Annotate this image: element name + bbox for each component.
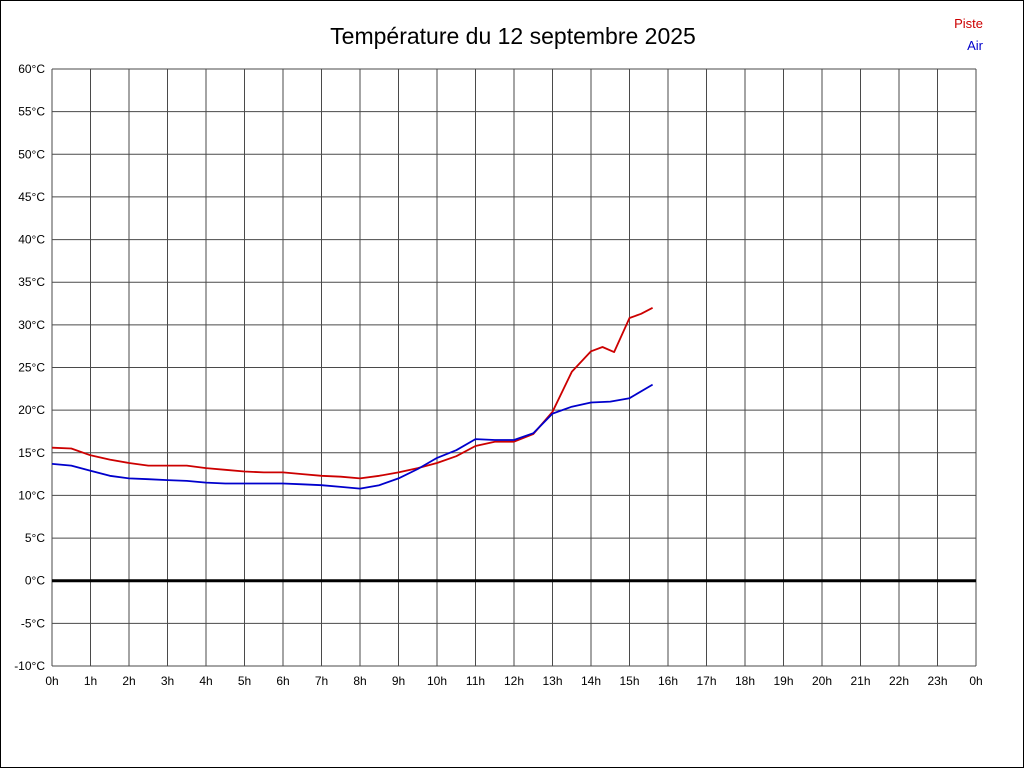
x-tick-label: 15h (619, 674, 639, 688)
x-tick-label: 19h (773, 674, 793, 688)
x-tick-label: 0h (45, 674, 58, 688)
x-tick-label: 13h (542, 674, 562, 688)
x-tick-label: 5h (238, 674, 251, 688)
y-tick-label: 55°C (18, 105, 45, 119)
x-tick-label: 3h (161, 674, 174, 688)
y-tick-label: 60°C (18, 62, 45, 76)
x-tick-label: 0h (969, 674, 982, 688)
x-tick-label: 6h (276, 674, 289, 688)
x-tick-label: 21h (850, 674, 870, 688)
y-tick-label: 35°C (18, 275, 45, 289)
y-tick-label: 20°C (18, 403, 45, 417)
x-tick-label: 11h (466, 674, 485, 688)
y-tick-label: 45°C (18, 190, 45, 204)
x-tick-label: 4h (199, 674, 212, 688)
legend: Piste Air (954, 13, 983, 57)
x-tick-label: 22h (889, 674, 909, 688)
y-tick-label: 5°C (25, 531, 45, 545)
x-tick-label: 20h (812, 674, 832, 688)
x-tick-label: 9h (392, 674, 405, 688)
y-tick-label: 15°C (18, 446, 45, 460)
y-tick-label: 30°C (18, 318, 45, 332)
series-piste-line (51, 307, 654, 480)
y-tick-label: -10°C (14, 659, 45, 673)
x-tick-label: 17h (696, 674, 716, 688)
series-air-line (51, 383, 654, 490)
x-tick-label: 7h (315, 674, 328, 688)
x-tick-label: 18h (735, 674, 755, 688)
legend-item-piste: Piste (954, 16, 983, 31)
x-tick-label: 16h (658, 674, 678, 688)
x-tick-label: 14h (581, 674, 601, 688)
x-tick-label: 12h (504, 674, 524, 688)
chart-title: Température du 12 septembre 2025 (330, 23, 696, 49)
legend-item-air: Air (967, 38, 983, 53)
x-tick-label: 1h (84, 674, 97, 688)
y-tick-label: 0°C (25, 574, 45, 588)
y-tick-label: 40°C (18, 233, 45, 247)
y-tick-label: -5°C (21, 616, 45, 630)
x-tick-label: 10h (427, 674, 447, 688)
x-tick-label: 23h (927, 674, 947, 688)
y-tick-label: 25°C (18, 361, 45, 375)
x-tick-label: 2h (122, 674, 135, 688)
x-tick-label: 8h (353, 674, 366, 688)
y-tick-label: 50°C (18, 147, 45, 161)
y-tick-label: 10°C (18, 488, 45, 502)
